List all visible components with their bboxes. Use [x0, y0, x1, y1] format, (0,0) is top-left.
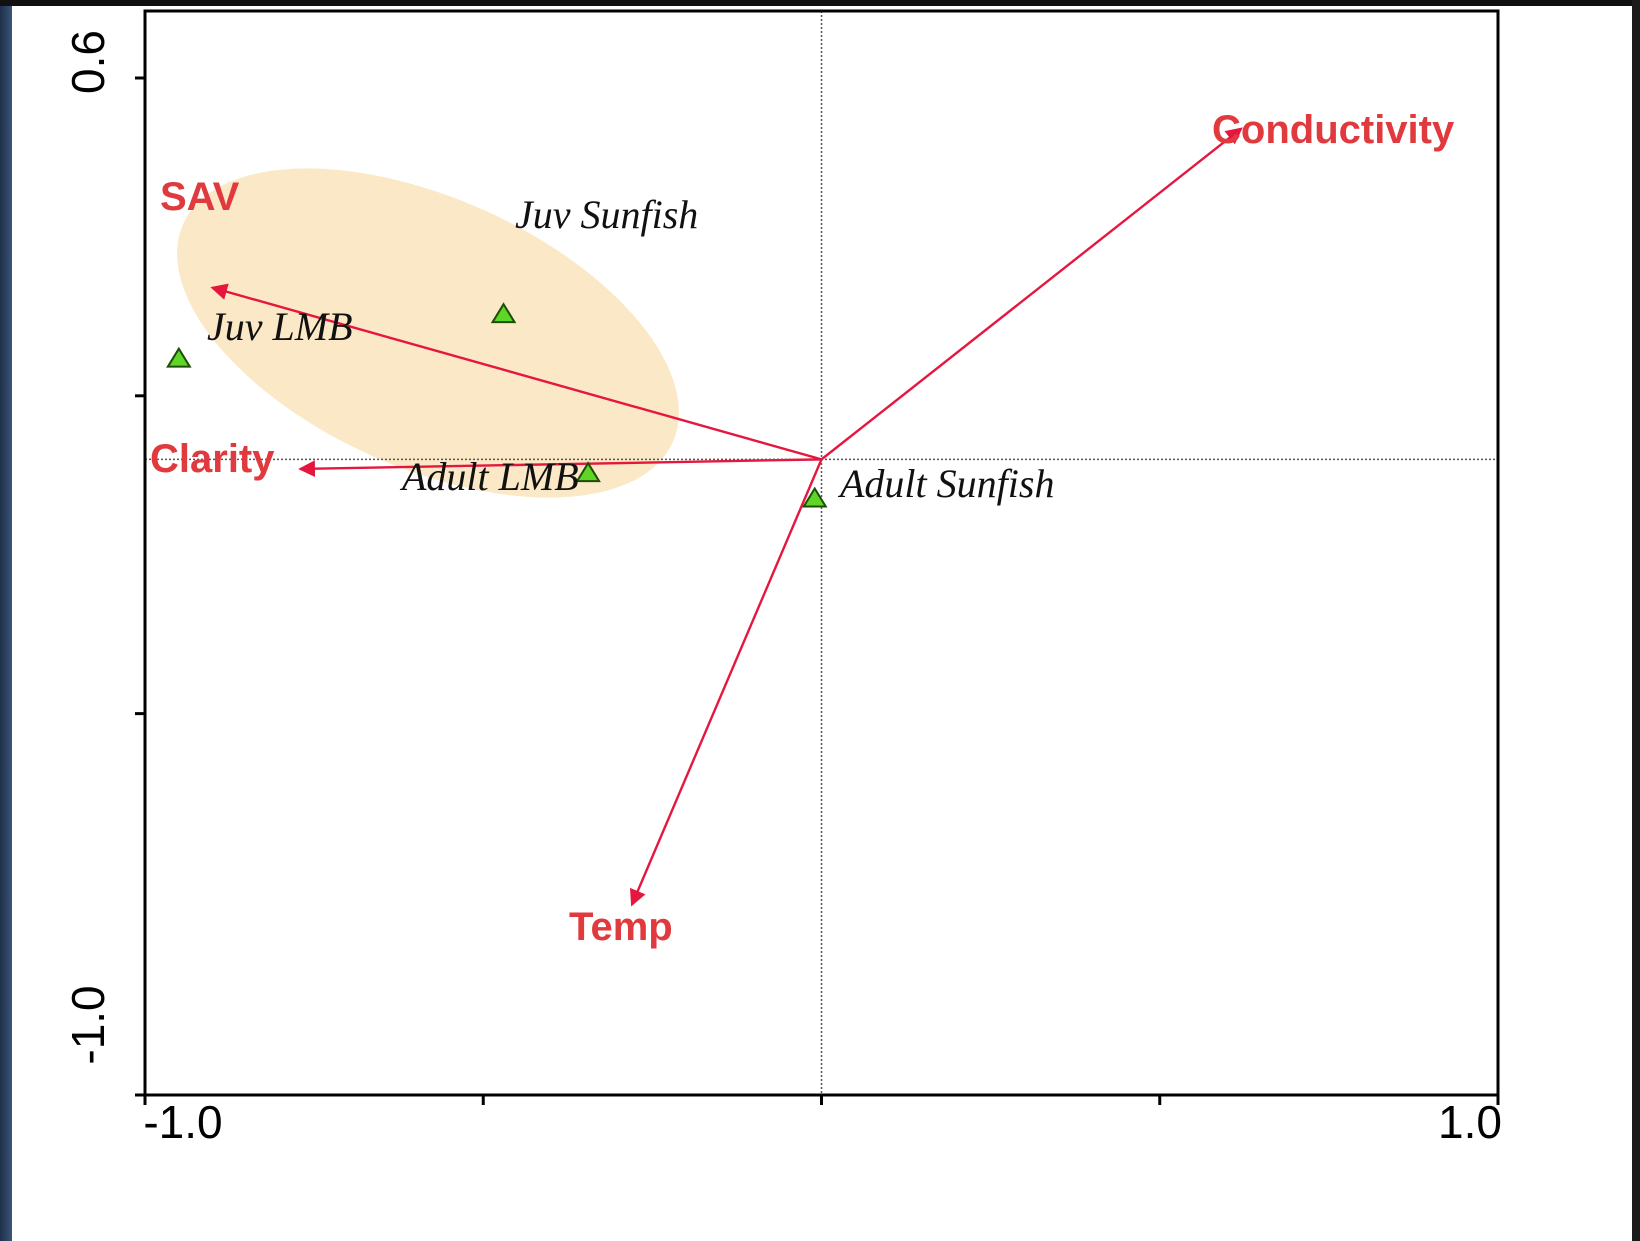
species-markers	[166, 302, 828, 508]
x-tick-label-min: -1.0	[143, 1096, 222, 1148]
y-tick-label-min: -1.0	[62, 985, 114, 1064]
vector-label-clarity: Clarity	[150, 437, 275, 481]
vector-arrow-conductivity	[820, 127, 1243, 461]
species-label-juv-sunfish: Juv Sunfish	[515, 192, 698, 237]
vector-arrow-temp	[629, 458, 823, 907]
vector-label-sav: SAV	[160, 175, 240, 219]
species-label-adult-sunfish: Adult Sunfish	[837, 461, 1054, 506]
species-marker-adult-sunfish	[801, 486, 828, 508]
species-label-adult-lmb: Adult LMB	[399, 454, 579, 499]
top-border-stripe	[0, 0, 1640, 6]
y-tick-label-max: 0.6	[62, 30, 114, 94]
environmental-vectors	[210, 127, 1243, 907]
species-marker-adult-lmb	[575, 461, 601, 483]
vector-label-conductivity: Conductivity	[1212, 108, 1455, 152]
vector-arrow-clarity	[298, 458, 822, 478]
right-border-stripe	[1632, 0, 1640, 1241]
highlight-ellipse	[177, 168, 679, 498]
vector-arrow-sav	[210, 283, 822, 461]
species-marker-juv-lmb	[166, 346, 192, 368]
species-marker-juv-sunfish	[490, 302, 517, 324]
x-tick-label-max: 1.0	[1438, 1096, 1502, 1148]
vector-label-temp: Temp	[569, 905, 673, 949]
left-border-stripe	[0, 0, 12, 1241]
axis-ticks	[135, 76, 1500, 1105]
species-label-juv-lmb: Juv LMB	[207, 304, 353, 349]
